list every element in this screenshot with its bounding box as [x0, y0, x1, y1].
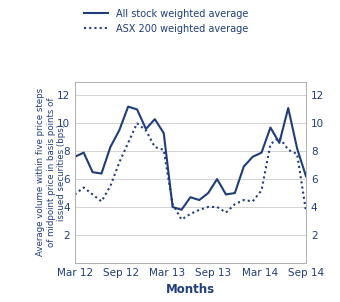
- Legend: All stock weighted average, ASX 200 weighted average: All stock weighted average, ASX 200 weig…: [80, 5, 252, 37]
- Y-axis label: Average volume within five price steps
of midpoint price in basis points of
issu: Average volume within five price steps o…: [36, 88, 66, 256]
- X-axis label: Months: Months: [166, 283, 215, 296]
